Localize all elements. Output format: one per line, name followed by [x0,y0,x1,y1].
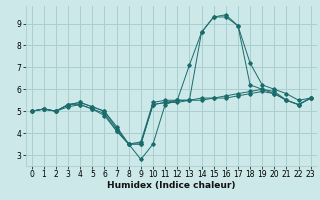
X-axis label: Humidex (Indice chaleur): Humidex (Indice chaleur) [107,181,236,190]
